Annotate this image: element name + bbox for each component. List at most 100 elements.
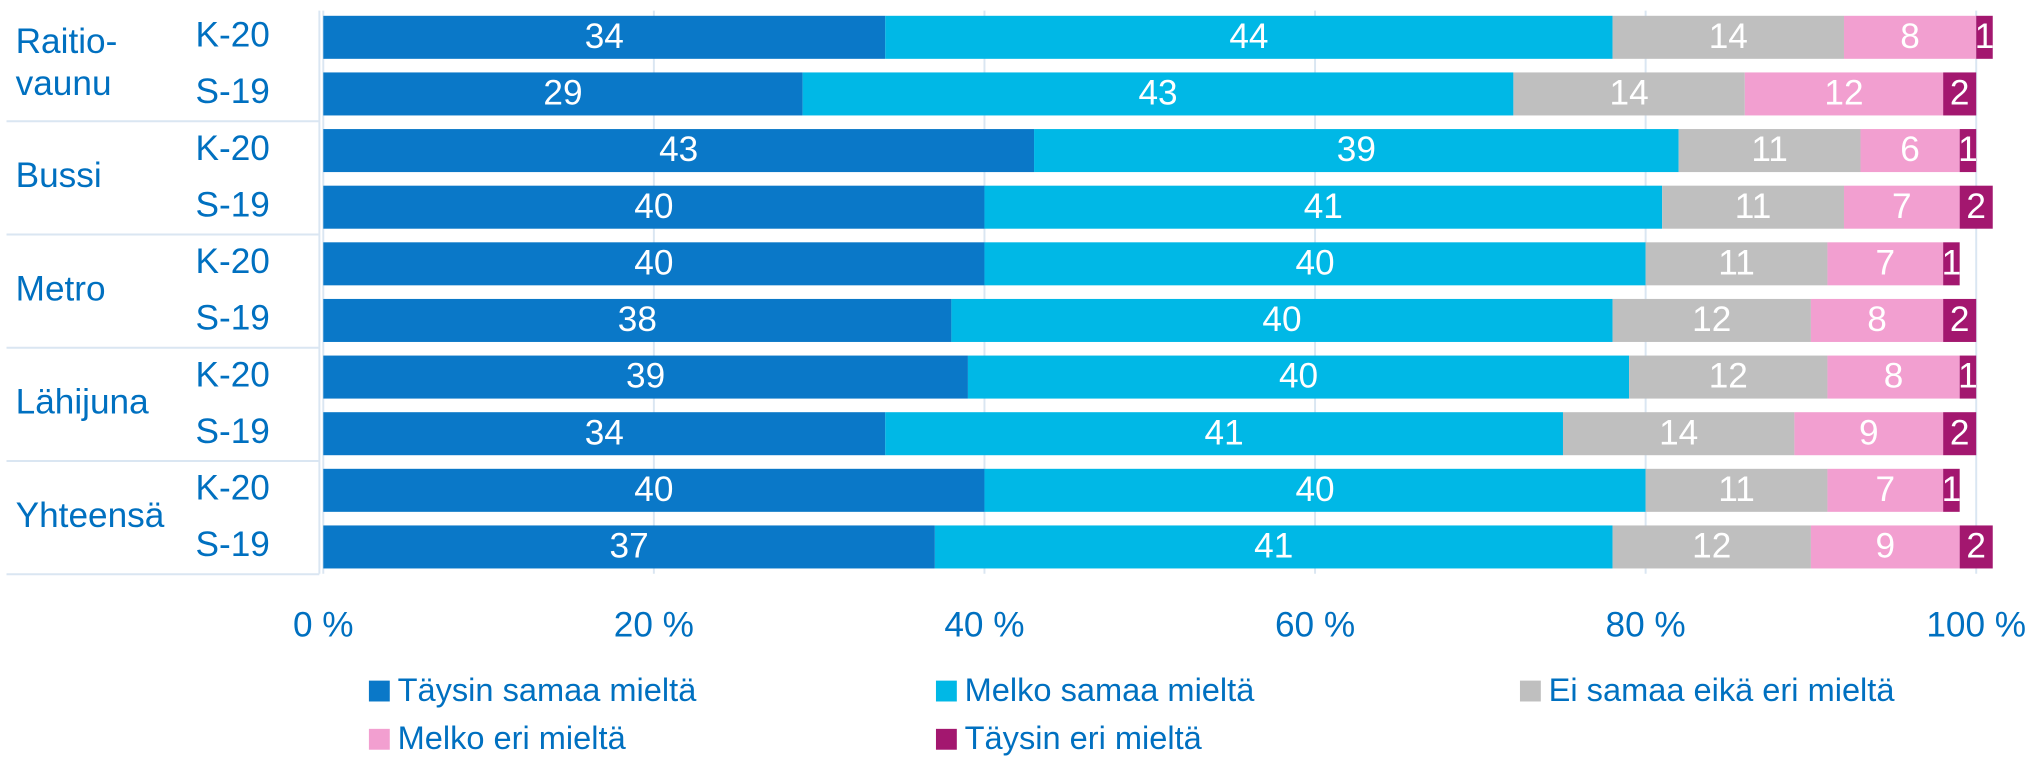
data-label: 2	[1950, 74, 1970, 113]
data-label: 14	[1659, 413, 1698, 452]
bar-segment	[323, 412, 886, 456]
x-tick-label: 80 %	[1606, 605, 1686, 644]
data-label: 11	[1735, 187, 1772, 226]
bar-segment	[1645, 242, 1828, 286]
bar-segment	[1513, 72, 1745, 116]
data-label: 9	[1876, 527, 1896, 566]
x-tick-label: 100 %	[1926, 605, 2026, 644]
bar-segment	[1943, 242, 1960, 286]
bar-segment	[323, 15, 886, 59]
data-label: 14	[1709, 17, 1748, 56]
bar-segment	[1959, 129, 1977, 173]
x-tick-label: 60 %	[1275, 605, 1355, 644]
bar-segment	[1645, 468, 1828, 512]
bar-segment	[323, 129, 1035, 173]
data-label: 1	[1942, 470, 1962, 509]
data-label: 40	[1279, 357, 1318, 396]
group-label: Metro	[16, 269, 106, 308]
data-label: 41	[1304, 187, 1343, 226]
data-label: 11	[1718, 470, 1755, 509]
bar-segment	[1943, 72, 1977, 116]
x-tick-label: 20 %	[614, 605, 694, 644]
y-tick-label: S-19	[196, 72, 270, 111]
bar-segment	[1827, 355, 1960, 399]
data-label: 11	[1751, 130, 1788, 169]
bar-segment	[1810, 525, 1960, 569]
data-label: 11	[1718, 243, 1755, 282]
data-label: 8	[1884, 357, 1904, 396]
legend-swatch	[935, 728, 957, 750]
data-label: 41	[1254, 527, 1293, 566]
legend-label: Melko eri mieltä	[398, 720, 627, 756]
data-label: 40	[1295, 470, 1334, 509]
bar-segment	[323, 72, 803, 116]
data-label: 38	[618, 300, 657, 339]
x-tick-label: 0 %	[293, 605, 354, 644]
group-label: vaunu	[16, 64, 112, 103]
data-label: 8	[1900, 17, 1920, 56]
data-label: 14	[1610, 74, 1649, 113]
bar-segment	[1827, 242, 1944, 286]
bar-segment	[1843, 15, 1977, 59]
y-tick-label: S-19	[196, 299, 270, 338]
y-tick-label: K-20	[196, 16, 270, 55]
y-tick-label: K-20	[196, 129, 270, 168]
bar-segment	[1612, 298, 1811, 342]
data-label: 12	[1824, 74, 1863, 113]
y-tick-label: S-19	[196, 185, 270, 224]
bar-segment	[1794, 412, 1944, 456]
data-label: 40	[634, 243, 673, 282]
legend-label: Täysin samaa mieltä	[398, 672, 698, 708]
bar-segment	[1678, 129, 1861, 173]
bar-segment	[885, 412, 1563, 456]
data-label: 40	[1295, 243, 1334, 282]
data-label: 37	[610, 527, 649, 566]
bar-segment	[323, 525, 935, 569]
y-tick-label: K-20	[196, 355, 270, 394]
bar-segment	[1976, 15, 1993, 59]
group-label: Bussi	[16, 156, 102, 195]
data-label: 9	[1859, 413, 1879, 452]
bar-segment	[323, 185, 985, 229]
data-label: 39	[1337, 130, 1376, 169]
group-label: Yhteensä	[16, 496, 165, 535]
bar-segment	[967, 355, 1630, 399]
data-label: 34	[585, 17, 624, 56]
bar-segment	[802, 72, 1514, 116]
bar-segment	[323, 355, 968, 399]
bar-segment	[885, 15, 1613, 59]
bar-segment	[1034, 129, 1679, 173]
data-label: 43	[1138, 74, 1177, 113]
data-label: 7	[1876, 243, 1896, 282]
bar-segment	[984, 468, 1646, 512]
data-label: 43	[659, 130, 698, 169]
bar-segment	[1943, 412, 1977, 456]
legend-swatch	[368, 728, 390, 750]
bar-segment	[323, 298, 952, 342]
legend-label: Täysin eri mieltä	[965, 720, 1203, 756]
bar-segment	[1827, 468, 1944, 512]
bar-segment	[951, 298, 1613, 342]
data-label: 1	[1942, 243, 1962, 282]
legend-swatch	[368, 680, 390, 702]
bar-segment	[1959, 355, 1977, 399]
data-label: 8	[1867, 300, 1887, 339]
data-label: 39	[626, 357, 665, 396]
bar-segment	[1612, 525, 1811, 569]
bar-segment	[1843, 185, 1960, 229]
x-tick-label: 40 %	[944, 605, 1024, 644]
bar-segment	[1662, 185, 1844, 229]
bar-segment	[1744, 72, 1944, 116]
bar-segment	[1860, 129, 1960, 173]
y-tick-label: K-20	[196, 469, 270, 508]
data-label: 12	[1692, 527, 1731, 566]
bar-segment	[1943, 298, 1977, 342]
legend-label: Melko samaa mieltä	[965, 672, 1256, 708]
data-label: 40	[1262, 300, 1301, 339]
legend-label: Ei samaa eikä eri mieltä	[1549, 672, 1896, 708]
legend-swatch	[1519, 680, 1541, 702]
data-label: 6	[1900, 130, 1920, 169]
data-label: 2	[1966, 527, 1986, 566]
bar-segment	[984, 185, 1663, 229]
